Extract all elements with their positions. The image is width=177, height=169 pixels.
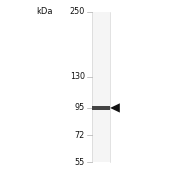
Bar [92, 12, 110, 162]
Text: 95: 95 [75, 103, 85, 112]
Polygon shape [110, 103, 120, 113]
Text: kDa: kDa [37, 7, 53, 16]
Text: 250: 250 [70, 7, 85, 16]
Text: 55: 55 [75, 158, 85, 167]
Text: 72: 72 [75, 131, 85, 140]
Text: 130: 130 [70, 72, 85, 81]
Bar [92, 106, 110, 110]
